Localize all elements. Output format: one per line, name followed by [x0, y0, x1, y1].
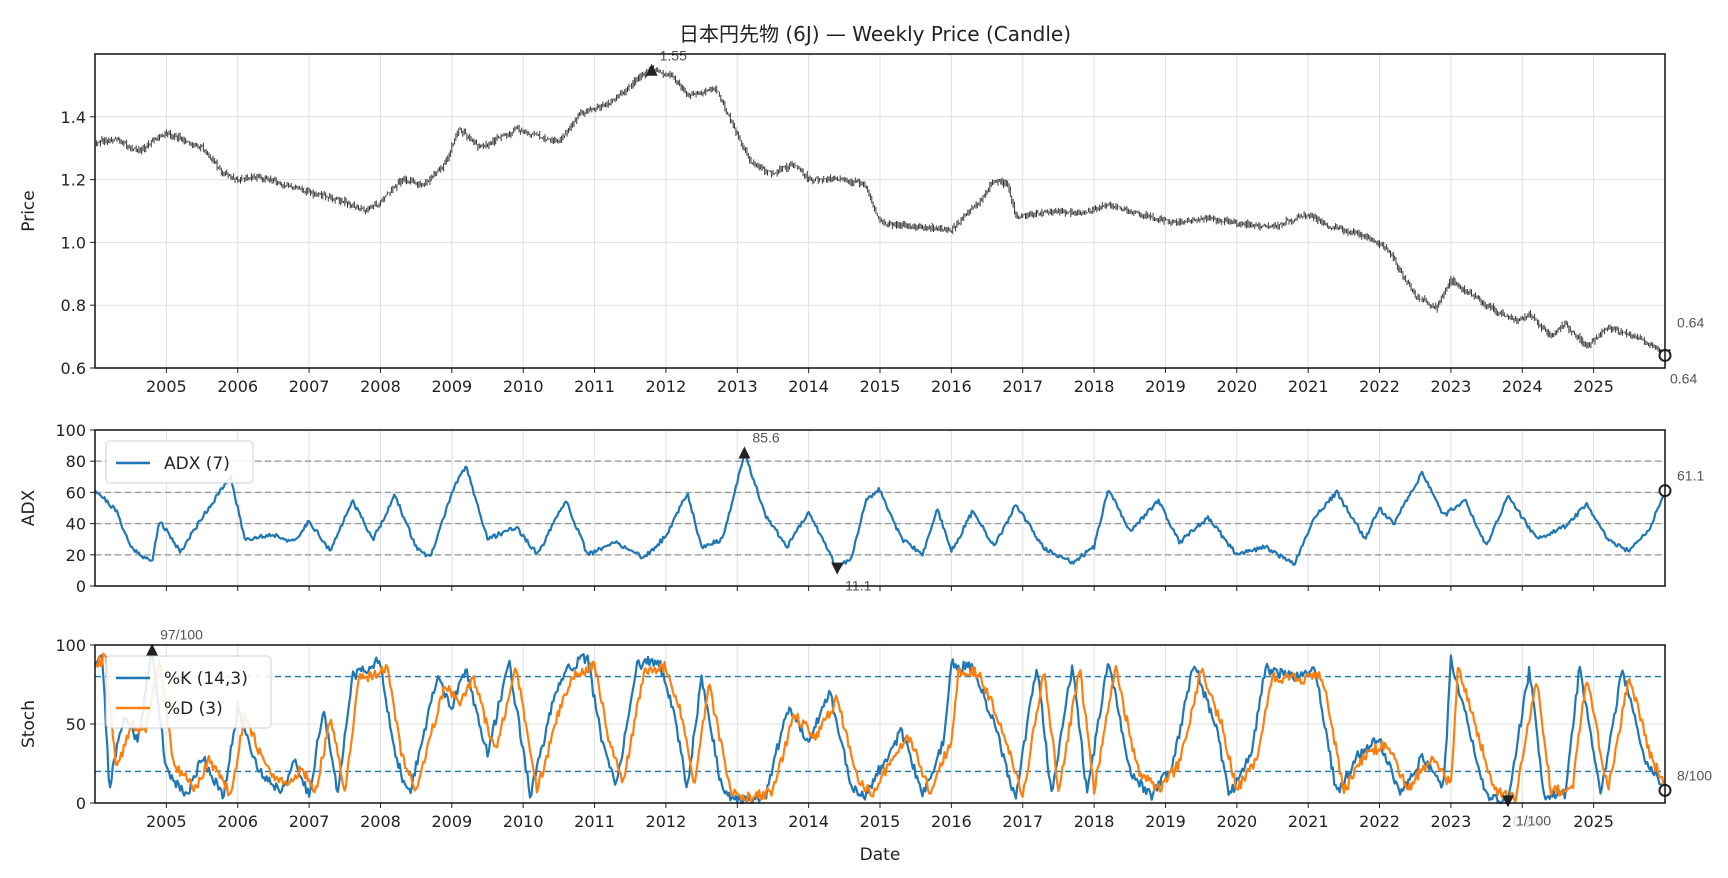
x-tick-label-2022: 2022	[1359, 377, 1400, 396]
price-y-tick-label-2: 1.0	[61, 233, 86, 252]
x-tick-label-2013: 2013	[717, 812, 758, 831]
x-tick-label-2005: 2005	[146, 377, 187, 396]
stoch-annotation-marker-0	[146, 643, 159, 656]
stoch-annotation-label-2: 8/100	[1677, 767, 1712, 783]
x-tick-label-2023: 2023	[1431, 377, 1472, 396]
adx-legend-box	[105, 440, 254, 484]
price-y-tick-label-4: 1.4	[61, 108, 86, 127]
stoch-series-line-0	[94, 650, 1667, 805]
adx-series-line-0	[94, 450, 1667, 571]
adx-y-tick-label-2: 40	[66, 515, 86, 534]
adx-y-tick-label-0: 0	[76, 577, 86, 596]
x-tick-label-2015: 2015	[860, 377, 901, 396]
x-tick-label-2021: 2021	[1288, 377, 1329, 396]
stoch-annotation-label-0: 97/100	[160, 627, 203, 643]
price-y-tick-label-1: 0.8	[61, 296, 86, 315]
x-tick-label-2007: 2007	[289, 812, 330, 831]
stoch-annotation-label-1: 1/100	[1516, 812, 1551, 828]
x-tick-label-2011: 2011	[574, 377, 615, 396]
adx-y-tick-label-5: 100	[55, 421, 86, 440]
x-tick-label-2018: 2018	[1074, 377, 1115, 396]
price-annotation-label-0: 1.55	[660, 48, 687, 64]
price-annotation-bg-1	[1667, 370, 1705, 388]
x-tick-label-2019: 2019	[1145, 812, 1186, 831]
stoch-y-tick-label-2: 100	[55, 636, 86, 655]
x-tick-label-2006: 2006	[217, 377, 258, 396]
price-annotation-label-1: 0.64	[1670, 370, 1697, 386]
price-panel: 2005 2006 2007 2008 2009 2010 2011 2012 2013 2014…	[19, 47, 1705, 396]
x-tick-label-2009: 2009	[431, 377, 472, 396]
x-tick-label-2023: 2023	[1431, 812, 1472, 831]
stoch-annotation-marker-1	[1502, 795, 1514, 808]
stoch-y-tick-label-1: 50	[66, 715, 86, 734]
adx-y-tick-label-4: 80	[66, 452, 86, 471]
adx-annotation-label-2: 61.1	[1677, 468, 1704, 484]
adx-axes-frame	[94, 429, 1666, 587]
adx-annotation-bg-0	[749, 429, 787, 447]
x-tick-label-2012: 2012	[646, 812, 687, 831]
x-tick-label-2020: 2020	[1216, 812, 1257, 831]
x-tick-label-2016: 2016	[931, 377, 972, 396]
x-tick-label-2014: 2014	[788, 812, 829, 831]
adx-annotation-label-0: 85.6	[752, 429, 779, 445]
price-annotation-bg-0	[656, 47, 694, 65]
x-tick-label-2008: 2008	[360, 377, 401, 396]
x-tick-label-2005: 2005	[146, 812, 187, 831]
adx-y-tick-label-1: 20	[66, 546, 86, 565]
price-candles	[94, 65, 1666, 359]
price-annotation-marker-0	[645, 63, 658, 76]
price-annotation-label-2: 0.64	[1677, 314, 1704, 330]
price-axes-frame	[94, 53, 1666, 369]
adx-legend-label-0: ADX (7)	[164, 454, 230, 474]
x-tick-label-2007: 2007	[289, 377, 330, 396]
x-tick-label-2020: 2020	[1216, 377, 1257, 396]
x-tick-label-2010: 2010	[503, 377, 544, 396]
x-tick-label-2014: 2014	[788, 377, 829, 396]
stoch-series-line-1	[94, 652, 1667, 803]
x-tick-label-2008: 2008	[360, 812, 401, 831]
stoch-axes-frame	[94, 644, 1666, 804]
x-tick-label-2011: 2011	[574, 812, 615, 831]
price-y-tick-label-0: 0.6	[61, 359, 86, 378]
price-y-tick-label-3: 1.2	[61, 171, 86, 190]
adx-annotation-marker-1	[831, 562, 844, 575]
x-tick-label-2013: 2013	[717, 377, 758, 396]
x-tick-label-2010: 2010	[503, 812, 544, 831]
x-tick-label-2006: 2006	[217, 812, 258, 831]
x-tick-label-2016: 2016	[931, 812, 972, 831]
x-tick-label-2017: 2017	[1002, 812, 1043, 831]
chart-title: 日本円先物 (6J) — Weekly Price (Candle)	[679, 22, 1071, 46]
stoch-legend-label-1: %D (3)	[164, 699, 223, 719]
x-tick-label-2009: 2009	[431, 812, 472, 831]
stoch-y-axis-label: Stoch	[19, 700, 39, 748]
adx-y-axis-label: ADX	[19, 489, 39, 526]
x-tick-label-2017: 2017	[1002, 377, 1043, 396]
price-y-axis-label: Price	[19, 190, 39, 231]
x-axis-label: Date	[860, 845, 901, 865]
stoch-annotation-bg-0	[157, 626, 210, 644]
x-tick-label-2025: 2025	[1573, 812, 1614, 831]
stoch-y-tick-label-0: 0	[76, 794, 86, 813]
x-tick-label-2025: 2025	[1573, 377, 1614, 396]
x-tick-label-2018: 2018	[1074, 812, 1115, 831]
stoch-annotation-bg-1	[1513, 812, 1558, 830]
x-tick-label-2015: 2015	[860, 812, 901, 831]
x-tick-label-2019: 2019	[1145, 377, 1186, 396]
x-tick-label-2022: 2022	[1359, 812, 1400, 831]
x-tick-label-2012: 2012	[646, 377, 687, 396]
adx-y-tick-label-3: 60	[66, 483, 86, 502]
stoch-panel: 2005 2006 2007 2008 2009 2010 2011 2012 2013 2014…	[19, 626, 1712, 865]
x-tick-label-2024: 2024	[1502, 377, 1543, 396]
stoch-legend-label-0: %K (14,3)	[164, 669, 248, 689]
stoch-legend-box	[105, 655, 272, 729]
adx-annotation-marker-0	[738, 446, 751, 459]
x-tick-label-2021: 2021	[1288, 812, 1329, 831]
